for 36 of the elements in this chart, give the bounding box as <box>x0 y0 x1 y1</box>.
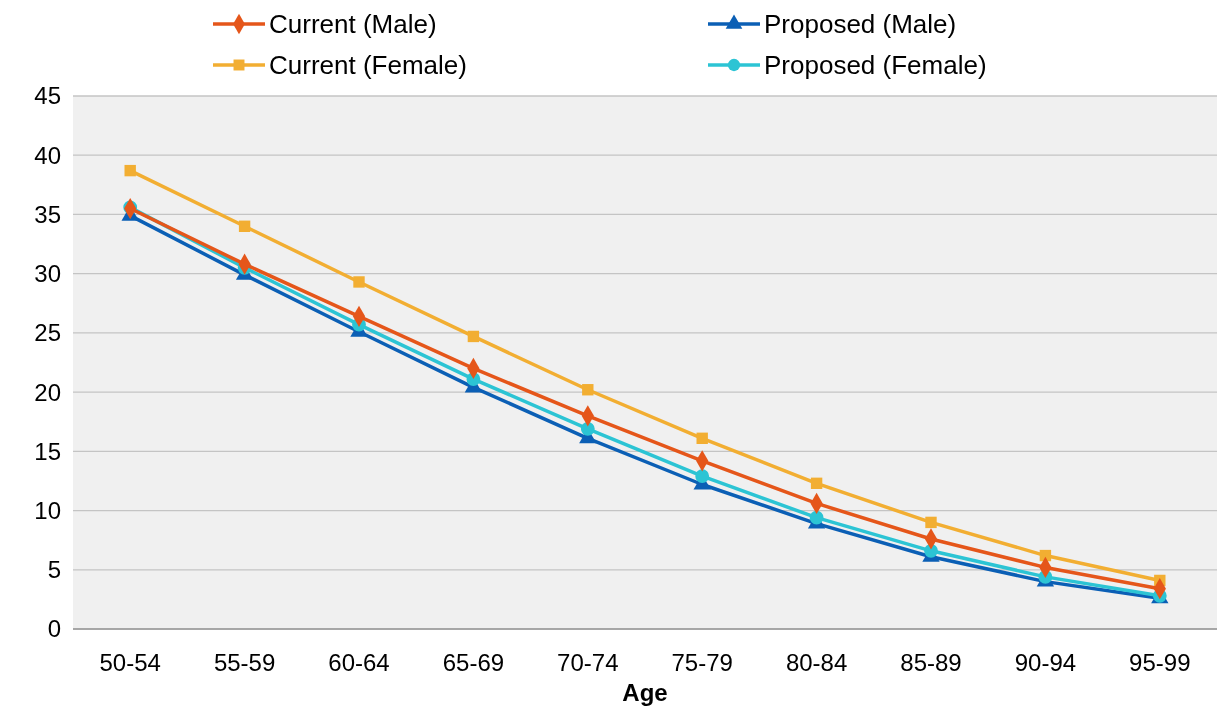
x-tick-label: 80-84 <box>785 649 848 676</box>
legend-label: Current (Female) <box>269 50 467 81</box>
x-tick-label: 95-99 <box>1129 649 1191 676</box>
x-tick-label: 65-69 <box>442 649 505 676</box>
point <box>580 421 595 436</box>
y-tick-label: 40 <box>34 141 61 169</box>
point <box>238 220 251 232</box>
point <box>582 384 594 396</box>
point <box>467 330 480 343</box>
legend-label: Current (Male) <box>269 9 437 40</box>
y-tick-label: 35 <box>34 200 61 228</box>
x-tick-label: 50-54 <box>99 649 161 676</box>
point <box>810 477 823 490</box>
legend-label: Proposed (Female) <box>764 50 987 81</box>
x-tick-label: 60-64 <box>328 649 390 676</box>
x-axis-title: Age <box>622 679 668 706</box>
point <box>695 469 710 484</box>
point <box>124 164 136 177</box>
y-tick-label: 0 <box>47 615 61 643</box>
y-tick-label: 25 <box>34 319 61 347</box>
y-tick-label: 5 <box>47 556 61 584</box>
x-tick-label: 55-59 <box>213 649 276 676</box>
y-tick-label: 15 <box>34 437 61 465</box>
y-tick-label: 30 <box>34 260 61 288</box>
y-tick-label: 20 <box>34 378 61 406</box>
x-tick-label: 90-94 <box>1014 649 1077 676</box>
point <box>809 510 824 525</box>
x-tick-label: 85-89 <box>900 649 962 676</box>
x-tick-label: 75-79 <box>671 649 733 676</box>
point <box>925 516 937 529</box>
y-tick-label: 45 <box>34 82 61 110</box>
x-tick-label: 70-74 <box>557 649 619 676</box>
y-tick-label: 10 <box>34 496 61 524</box>
point <box>696 432 708 445</box>
legend-label: Proposed (Male) <box>764 9 957 40</box>
point <box>353 276 365 288</box>
